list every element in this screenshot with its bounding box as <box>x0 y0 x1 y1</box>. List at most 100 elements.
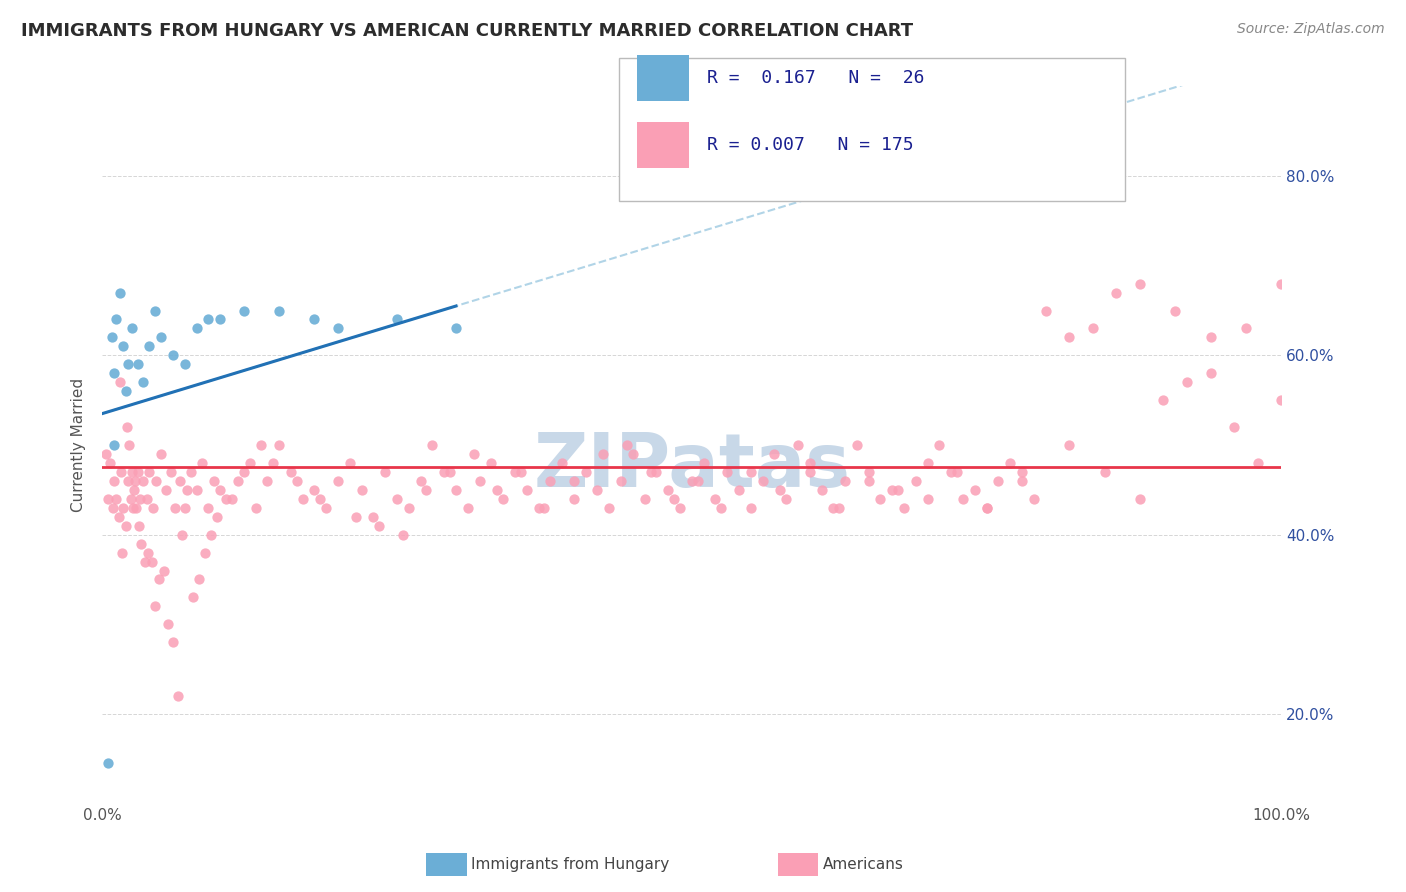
Point <box>107 509 129 524</box>
Point <box>97 491 120 506</box>
Point <box>527 500 550 515</box>
Point <box>562 491 585 506</box>
Point <box>173 357 195 371</box>
Point <box>108 376 131 390</box>
Point <box>186 483 208 497</box>
Point <box>115 420 138 434</box>
Point <box>100 456 122 470</box>
Point <box>457 500 479 515</box>
Point <box>917 491 939 506</box>
Point <box>150 330 173 344</box>
Point <box>503 465 526 479</box>
Point <box>194 545 217 559</box>
Point <box>141 555 163 569</box>
Point <box>1223 420 1246 434</box>
Point <box>114 384 136 399</box>
Point <box>444 321 467 335</box>
Point <box>128 518 150 533</box>
Text: Americans: Americans <box>823 857 904 871</box>
Point <box>893 500 915 515</box>
Point <box>101 500 124 515</box>
Point <box>285 474 308 488</box>
Point <box>209 483 232 497</box>
Point <box>103 438 125 452</box>
Point <box>121 465 143 479</box>
Point <box>385 312 408 326</box>
Point <box>112 500 135 515</box>
Point <box>100 330 122 344</box>
Point <box>181 591 204 605</box>
Point <box>117 474 139 488</box>
Point <box>1199 330 1222 344</box>
Point <box>326 321 349 335</box>
Point <box>187 573 209 587</box>
Point <box>858 465 880 479</box>
Point <box>834 474 856 488</box>
Point <box>239 456 262 470</box>
Point <box>245 500 267 515</box>
Point <box>202 474 225 488</box>
Point <box>633 491 655 506</box>
Point <box>197 312 219 326</box>
Point <box>562 474 585 488</box>
Point <box>728 483 751 497</box>
Point <box>1011 474 1033 488</box>
Point <box>103 474 125 488</box>
Point <box>1035 303 1057 318</box>
Point <box>143 599 166 614</box>
Point <box>662 491 685 506</box>
Point <box>166 689 188 703</box>
Point <box>963 483 986 497</box>
Point <box>1105 285 1128 300</box>
Text: R =  0.167   N =  26: R = 0.167 N = 26 <box>707 69 925 87</box>
Point <box>917 456 939 470</box>
Point <box>326 474 349 488</box>
Point <box>621 447 644 461</box>
Point <box>415 483 437 497</box>
Point <box>138 465 160 479</box>
Point <box>538 474 561 488</box>
Point <box>516 483 538 497</box>
Point <box>392 527 415 541</box>
Point <box>610 474 633 488</box>
Point <box>159 465 181 479</box>
Point <box>492 491 515 506</box>
Point <box>165 500 187 515</box>
Point <box>551 456 574 470</box>
Point <box>103 366 125 380</box>
Point <box>1057 438 1080 452</box>
Text: R = 0.007   N = 175: R = 0.007 N = 175 <box>707 136 914 153</box>
Point <box>105 312 128 326</box>
Point <box>1094 465 1116 479</box>
Point <box>339 456 361 470</box>
Point <box>267 438 290 452</box>
Point <box>433 465 456 479</box>
Point <box>845 438 868 452</box>
Point <box>125 500 148 515</box>
Point <box>882 483 904 497</box>
Point <box>280 465 302 479</box>
Point <box>200 527 222 541</box>
Point <box>122 500 145 515</box>
Point <box>509 465 531 479</box>
Point <box>598 500 620 515</box>
Point <box>444 483 467 497</box>
Point <box>787 438 810 452</box>
Text: IMMIGRANTS FROM HUNGARY VS AMERICAN CURRENTLY MARRIED CORRELATION CHART: IMMIGRANTS FROM HUNGARY VS AMERICAN CURR… <box>21 22 914 40</box>
Point <box>129 536 152 550</box>
Point <box>439 465 461 479</box>
Point <box>810 483 832 497</box>
Point <box>262 456 284 470</box>
Point <box>132 474 155 488</box>
Point <box>136 491 159 506</box>
Point <box>221 491 243 506</box>
Point <box>368 518 391 533</box>
Point <box>869 491 891 506</box>
Point <box>533 500 555 515</box>
Point <box>799 456 821 470</box>
Point <box>148 573 170 587</box>
Point <box>946 465 969 479</box>
Point <box>486 483 509 497</box>
Point <box>120 491 142 506</box>
Point <box>169 474 191 488</box>
